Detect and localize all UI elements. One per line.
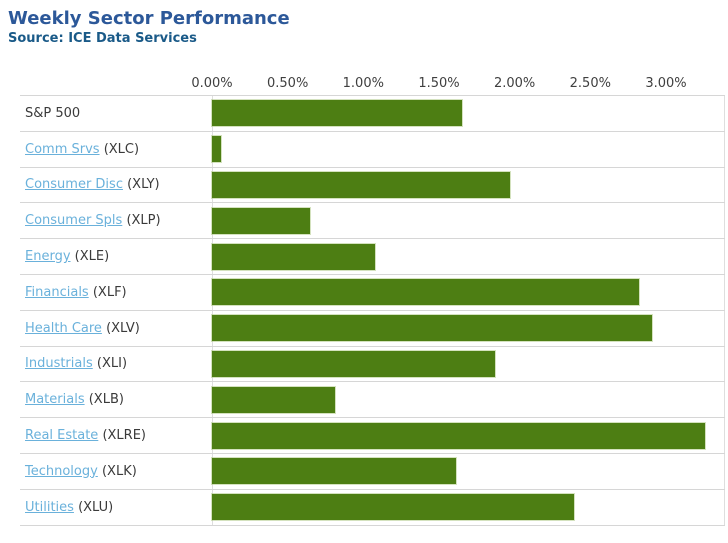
x-tick-label: 1.50% [418, 76, 460, 91]
bar-track [212, 132, 725, 167]
page-title: Weekly Sector Performance [8, 8, 290, 29]
sector-link[interactable]: Technology [25, 463, 98, 479]
sector-label: Health Care (XLV) [20, 321, 212, 336]
sector-label: Real Estate (XLRE) [20, 428, 212, 443]
bar-track [212, 490, 725, 525]
x-tick-label: 0.00% [191, 76, 233, 91]
chart-header: Weekly Sector Performance Source: ICE Da… [0, 0, 728, 48]
sector-ticker: (XLY) [127, 177, 160, 193]
bar-track [212, 418, 725, 453]
x-tick-label: 0.50% [267, 76, 309, 91]
chart-rows: S&P 500 Comm Srvs (XLC) Consumer Disc (X… [20, 95, 725, 526]
sector-link[interactable]: Materials [25, 392, 85, 408]
performance-bar [212, 279, 639, 306]
sector-label: Materials (XLB) [20, 392, 212, 407]
sector-link[interactable]: Utilities [25, 499, 74, 515]
sector-label: Financials (XLF) [20, 285, 212, 300]
sector-link[interactable]: Industrials [25, 356, 93, 372]
performance-bar [212, 315, 653, 342]
sector-performance-chart: 0.00% 0.50% 1.00% 1.50% 2.00% 2.50% 3.00% S&P … [20, 48, 725, 526]
sector-ticker: (XLV) [106, 320, 140, 336]
sector-link[interactable]: Comm Srvs [25, 141, 100, 157]
x-axis: 0.00% 0.50% 1.00% 1.50% 2.00% 2.50% 3.00% [20, 48, 725, 95]
performance-bar [212, 243, 376, 270]
sector-row: Consumer Spls (XLP) [20, 203, 725, 240]
performance-bar [212, 350, 495, 377]
bar-track [212, 239, 725, 274]
sector-label: Consumer Disc (XLY) [20, 177, 212, 192]
sector-link[interactable]: Consumer Spls [25, 213, 123, 229]
sector-ticker: (XLF) [92, 284, 127, 300]
sector-label: Comm Srvs (XLC) [20, 142, 212, 157]
plot-right-border [724, 96, 725, 526]
performance-bar [212, 136, 222, 163]
bar-track [212, 168, 725, 203]
sector-label: Technology (XLK) [20, 464, 212, 479]
sector-row: Financials (XLF) [20, 275, 725, 311]
performance-bar [212, 494, 574, 521]
sector-ticker: (XLB) [88, 392, 124, 408]
x-tick-label: 1.00% [342, 76, 384, 91]
sector-row: Materials (XLB) [20, 382, 725, 419]
sector-ticker: (XLI) [96, 356, 128, 372]
sector-link[interactable]: Real Estate [25, 428, 99, 444]
performance-bar [212, 422, 706, 449]
x-tick-label: 3.00% [645, 76, 687, 91]
sector-ticker: (XLC) [103, 141, 140, 157]
performance-bar [212, 386, 335, 413]
bar-track [212, 382, 725, 417]
bar-track [212, 203, 725, 238]
sector-row: Consumer Disc (XLY) [20, 168, 725, 204]
bar-track [212, 275, 725, 310]
sector-text: S&P 500 [25, 105, 81, 121]
sector-link[interactable]: Energy [25, 249, 71, 265]
x-tick-label: 2.00% [493, 76, 536, 91]
bar-track [212, 311, 725, 346]
sector-row: Industrials (XLI) [20, 347, 725, 383]
sector-link[interactable]: Consumer Disc [25, 177, 123, 193]
sector-ticker: (XLU) [78, 499, 114, 515]
source-line: Source: ICE Data Services [8, 31, 197, 46]
sector-row: Energy (XLE) [20, 239, 725, 275]
performance-bar [212, 458, 456, 485]
sector-label: Utilities (XLU) [20, 500, 212, 515]
sector-row: Comm Srvs (XLC) [20, 132, 725, 168]
sector-ticker: (XLP) [126, 213, 161, 229]
sector-link[interactable]: Financials [25, 284, 89, 300]
sector-row: Technology (XLK) [20, 454, 725, 490]
bar-track [212, 96, 725, 131]
sector-row: Real Estate (XLRE) [20, 418, 725, 454]
sector-row: Utilities (XLU) [20, 490, 725, 526]
sector-ticker: (XLRE) [102, 428, 146, 444]
sector-row: S&P 500 [20, 96, 725, 132]
sector-label: Energy (XLE) [20, 249, 212, 264]
bar-track [212, 454, 725, 489]
sector-label: Consumer Spls (XLP) [20, 213, 212, 228]
performance-bar [212, 207, 311, 234]
sector-row: Health Care (XLV) [20, 311, 725, 347]
sector-ticker: (XLE) [74, 249, 110, 265]
sector-label: S&P 500 [20, 106, 212, 121]
bar-track [212, 347, 725, 382]
axis-zero-line [212, 96, 213, 526]
performance-bar [212, 171, 511, 198]
sector-link[interactable]: Health Care [25, 320, 102, 336]
sector-ticker: (XLK) [101, 463, 137, 479]
performance-bar [212, 100, 462, 127]
sector-label: Industrials (XLI) [20, 356, 212, 371]
x-tick-label: 2.50% [569, 76, 611, 91]
